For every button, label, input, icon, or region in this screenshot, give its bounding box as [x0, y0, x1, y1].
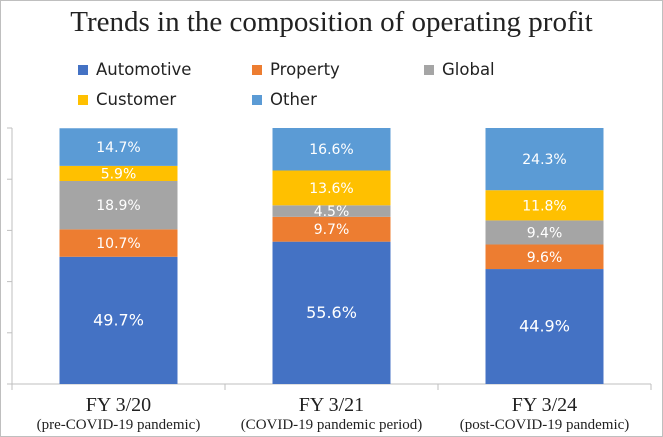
- legend-item-automotive: Automotive: [78, 60, 191, 79]
- x-tick-sublabel: (post-COVID-19 pandemic): [460, 417, 630, 433]
- data-label-property-2: 9.7%: [314, 222, 350, 238]
- bar-segment-global-1: [59, 180, 178, 230]
- bar-segment-customer-3: [485, 190, 604, 221]
- legend-swatch-customer: [78, 94, 88, 105]
- legend-item-property: Property: [252, 60, 340, 79]
- data-label-other-2: 16.6%: [309, 142, 353, 158]
- chart-bars: [59, 128, 604, 384]
- bar-segment-other-3: [485, 128, 604, 191]
- chart-data-labels: 49.7% 10.7% 18.9% 5.9% 14.7% 55.6% 9.7% 4.5% 13.…: [93, 140, 570, 335]
- legend-label-property: Property: [270, 60, 340, 79]
- chart-x-labels: FY 3/20(pre-COVID-19 pandemic) FY 3/21(CO…: [37, 394, 630, 433]
- legend-label-customer: Customer: [96, 90, 177, 109]
- bar-segment-customer-2: [272, 170, 391, 206]
- data-label-global-1: 18.9%: [96, 198, 140, 214]
- bar-segment-automotive-2: [272, 241, 391, 384]
- legend-label-automotive: Automotive: [96, 60, 192, 79]
- data-label-global-3: 9.4%: [527, 225, 563, 241]
- bar-segment-automotive-3: [485, 269, 604, 384]
- legend-item-other: Other: [252, 90, 317, 109]
- data-label-other-3: 24.3%: [522, 152, 566, 168]
- legend-label-global: Global: [442, 60, 495, 79]
- data-label-automotive-1: 49.7%: [93, 310, 144, 329]
- x-tick-sublabel: (COVID-19 pandemic period): [241, 417, 423, 433]
- data-label-customer-3: 11.8%: [522, 198, 566, 214]
- bar-segment-property-2: [272, 216, 391, 242]
- chart-title: Trends in the composition of operating p…: [70, 6, 593, 38]
- data-label-property-3: 9.6%: [527, 250, 563, 266]
- legend-swatch-global: [424, 64, 434, 75]
- bar-segment-automotive-1: [59, 256, 178, 384]
- data-label-automotive-3: 44.9%: [519, 317, 570, 336]
- x-tick-label: FY 3/21: [299, 394, 364, 416]
- data-label-automotive-2: 55.6%: [306, 303, 357, 322]
- x-tick-label: FY 3/20: [86, 394, 151, 416]
- bar-segment-other-2: [272, 128, 391, 171]
- legend-swatch-property: [252, 64, 262, 75]
- bar-segment-other-1: [59, 128, 178, 166]
- legend-swatch-automotive: [78, 64, 88, 75]
- data-label-global-2: 4.5%: [314, 204, 350, 220]
- bar-segment-global-3: [485, 220, 604, 245]
- legend-item-global: Global: [424, 60, 495, 79]
- data-label-customer-1: 5.9%: [101, 166, 137, 182]
- x-tick-label: FY 3/24: [512, 394, 577, 416]
- data-label-customer-2: 13.6%: [309, 181, 353, 197]
- bar-segment-global-2: [272, 205, 391, 217]
- bar-segment-property-1: [59, 229, 178, 257]
- legend-swatch-other: [252, 94, 262, 105]
- legend-label-other: Other: [270, 90, 317, 109]
- data-label-property-1: 10.7%: [96, 236, 140, 252]
- bar-segment-property-3: [485, 244, 604, 270]
- bar-segment-customer-1: [59, 165, 178, 181]
- data-label-other-1: 14.7%: [96, 140, 140, 156]
- legend-item-customer: Customer: [78, 90, 176, 109]
- chart-legend: Automotive Property Global Customer Othe…: [0, 0, 663, 120]
- x-tick-sublabel: (pre-COVID-19 pandemic): [37, 417, 201, 433]
